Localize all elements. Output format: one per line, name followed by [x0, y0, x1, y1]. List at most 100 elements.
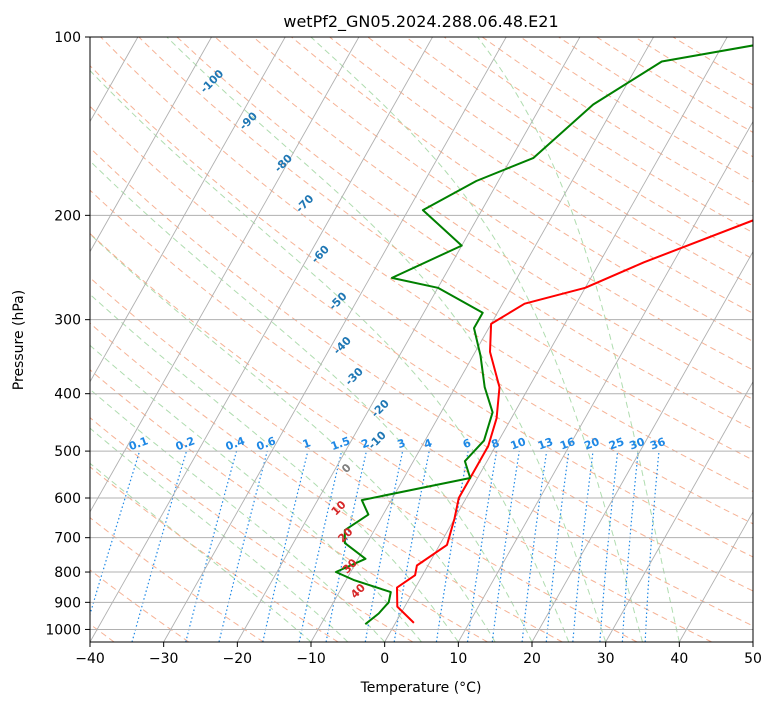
isotherm-line: [90, 37, 286, 383]
dry-adiabat-line: [90, 105, 753, 558]
y-axis-ticks: 100 200 300 400 500 600 700 800 900 1000: [45, 30, 90, 638]
mixing-ratio-line: [545, 451, 570, 642]
moist-adiabat-line: [166, 37, 607, 642]
moist-adiabats: [90, 37, 680, 642]
y-tick-label: 800: [54, 565, 81, 581]
mixing-ratio-label: 1: [301, 436, 313, 451]
x-tick-label: 30: [597, 651, 615, 667]
isotherm-line: [384, 37, 728, 642]
moist-adiabat-line: [90, 388, 386, 642]
dry-adiabat-line: [90, 147, 753, 592]
mixing-ratio-label: 36: [648, 435, 667, 453]
isotherm-line: [310, 37, 654, 642]
isotherm-line: [605, 380, 753, 642]
isotherm-line: [90, 37, 433, 642]
dry-adiabat-line: [90, 516, 264, 642]
mixing-ratio-line: [325, 450, 367, 642]
moist-adiabat-line: [310, 37, 643, 642]
mixing-ratio-line: [599, 451, 619, 642]
mixing-ratio-line: [185, 450, 238, 642]
y-tick-label: 100: [54, 30, 81, 46]
isotherms: [90, 37, 753, 642]
x-tick-label: 10: [449, 651, 467, 667]
x-tick-label: 20: [523, 651, 541, 667]
y-tick-label: 200: [54, 208, 81, 224]
x-tick-label: 50: [744, 651, 762, 667]
isotherm-line: [531, 250, 753, 642]
mixing-ratio-label: 2: [359, 436, 371, 451]
dewpoint-profile-line: [334, 44, 753, 625]
moist-adiabat-line: [477, 37, 680, 642]
x-tick-label: −30: [149, 651, 179, 667]
mixing-ratio-line: [218, 450, 268, 642]
mixing-ratio-line: [491, 451, 520, 642]
dry-adiabat-line: [90, 466, 339, 642]
mixing-ratio-labels: 0.1 0.2 0.4 0.6 1 1.5 2 3 4 6 8 10 13 16 20 25 30 36: [127, 434, 667, 453]
profile-series: [334, 44, 753, 625]
plot-area: -100-90-80-70-60-50-40-30-20-10010203040…: [90, 37, 753, 642]
dry-adiabat-line: [90, 65, 753, 525]
y-tick-label: 500: [54, 444, 81, 460]
mixing-ratio-label: 1.5: [329, 434, 352, 453]
moist-adiabat-line: [90, 427, 349, 642]
dry-adiabat-line: [100, 37, 753, 493]
dry-adiabat-line: [90, 277, 638, 642]
chart-title: wetPf2_GN05.2024.288.06.48.E21: [283, 12, 558, 32]
y-tick-label: 300: [54, 313, 81, 329]
x-tick-label: −10: [296, 651, 326, 667]
moist-adiabat-line: [90, 69, 570, 642]
y-tick-label: 700: [54, 531, 81, 547]
y-tick-label: 900: [54, 595, 81, 611]
mixing-ratio-line: [621, 451, 639, 642]
mixing-ratio-label: 0.4: [224, 434, 247, 453]
mixing-ratio-label: 0.6: [255, 434, 278, 453]
moist-adiabat-line: [90, 293, 459, 642]
dry-adiabat-line: [90, 369, 488, 642]
mixing-ratio-label: 16: [558, 435, 577, 453]
mixing-ratio-label: 30: [628, 435, 647, 453]
mixing-ratio-label: 4: [422, 436, 434, 451]
mixing-ratio-line: [572, 451, 594, 642]
mixing-ratio-label: 25: [607, 435, 626, 452]
isotherm-line: [236, 37, 581, 642]
x-tick-label: −40: [75, 651, 105, 667]
y-tick-label: 600: [54, 491, 81, 507]
moist-adiabat-line: [90, 160, 533, 642]
pressure-gridlines: [90, 37, 753, 630]
dry-adiabat-line: [329, 37, 753, 314]
isotherm-line: [163, 37, 507, 642]
mixing-ratio-label: 0.2: [174, 434, 197, 453]
dry-adiabat-line: [90, 569, 190, 642]
mixing-ratio-line: [466, 451, 498, 642]
dry-adiabat-line: [138, 37, 753, 461]
isotherm-line: [457, 120, 753, 642]
plot-frame: [89, 36, 754, 643]
mixing-ratio-line: [521, 451, 548, 642]
x-tick-label: 40: [670, 651, 688, 667]
x-axis-label: Temperature (°C): [360, 680, 482, 696]
mixing-ratio-label: 3: [396, 436, 408, 451]
moist-adiabat-line: [90, 233, 496, 642]
isotherm-line: [90, 37, 212, 253]
x-axis-ticks: −40 −30 −20 −10 0 10 20 30 40 50: [75, 642, 762, 667]
y-tick-label: 400: [54, 387, 81, 403]
dry-adiabat-line: [90, 322, 563, 642]
mixing-ratio-label: 0.1: [127, 434, 150, 453]
temperature-profile-line: [396, 219, 753, 624]
moist-adiabat-line: [90, 344, 422, 642]
mixing-ratio-lines: [90, 450, 660, 642]
dry-adiabat-line: [176, 37, 753, 430]
mixing-ratio-line: [262, 450, 309, 642]
isotherm-line: [678, 510, 753, 642]
dry-adiabat-line: [90, 189, 753, 627]
isotherm-line: [90, 37, 360, 513]
mixing-ratio-label: 20: [582, 435, 601, 453]
dry-adiabat-line: [291, 37, 753, 342]
mixing-ratio-label: 8: [490, 436, 502, 451]
mixing-ratio-label: 13: [536, 435, 555, 452]
mixing-ratio-line: [298, 450, 343, 642]
x-tick-label: 0: [380, 651, 389, 667]
mixing-ratio-label: 6: [461, 436, 473, 451]
